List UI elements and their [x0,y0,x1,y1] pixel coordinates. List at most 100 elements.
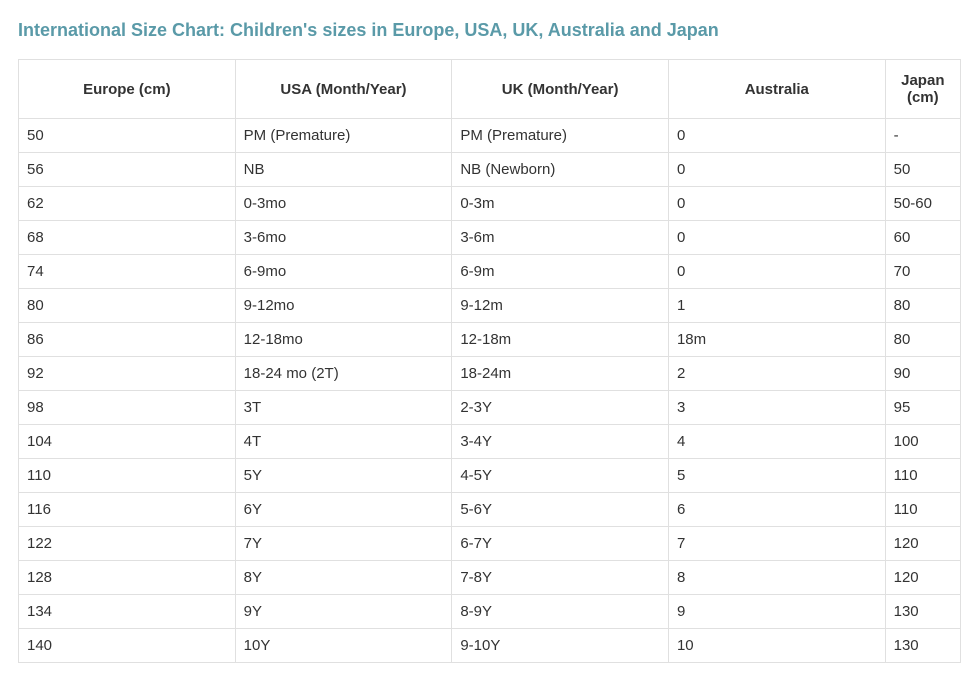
table-cell: 12-18m [452,323,669,357]
table-cell: 18-24m [452,357,669,391]
table-cell: 140 [19,629,236,663]
column-header-japan: Japan (cm) [885,60,960,119]
table-cell: PM (Premature) [235,119,452,153]
table-cell: 0 [668,255,885,289]
table-row: 50PM (Premature)PM (Premature)0- [19,119,961,153]
table-cell: 3 [668,391,885,425]
table-cell: 9-12m [452,289,669,323]
table-body: 50PM (Premature)PM (Premature)0-56NBNB (… [19,119,961,663]
table-cell: 100 [885,425,960,459]
table-cell: 6-7Y [452,527,669,561]
column-header-usa: USA (Month/Year) [235,60,452,119]
table-cell: 6Y [235,493,452,527]
table-row: 1288Y7-8Y8120 [19,561,961,595]
table-row: 1044T3-4Y4100 [19,425,961,459]
table-cell: 8-9Y [452,595,669,629]
table-cell: 10 [668,629,885,663]
table-cell: 50 [885,153,960,187]
table-cell: 7-8Y [452,561,669,595]
table-cell: 56 [19,153,236,187]
table-cell: - [885,119,960,153]
table-row: 56NBNB (Newborn)050 [19,153,961,187]
table-cell: 80 [19,289,236,323]
table-cell: 3T [235,391,452,425]
table-cell: PM (Premature) [452,119,669,153]
table-row: 14010Y9-10Y10130 [19,629,961,663]
table-cell: 62 [19,187,236,221]
table-cell: NB (Newborn) [452,153,669,187]
table-cell: 80 [885,289,960,323]
table-cell: 4-5Y [452,459,669,493]
table-row: 983T2-3Y395 [19,391,961,425]
table-cell: 6-9mo [235,255,452,289]
table-cell: 70 [885,255,960,289]
table-cell: 10Y [235,629,452,663]
column-header-australia: Australia [668,60,885,119]
table-cell: 6-9m [452,255,669,289]
table-cell: 5Y [235,459,452,493]
column-header-europe: Europe (cm) [19,60,236,119]
table-cell: 50-60 [885,187,960,221]
table-row: 809-12mo9-12m180 [19,289,961,323]
table-cell: 116 [19,493,236,527]
page-title: International Size Chart: Children's siz… [18,20,961,41]
table-cell: 9 [668,595,885,629]
table-cell: 18-24 mo (2T) [235,357,452,391]
table-cell: 122 [19,527,236,561]
table-cell: 0-3mo [235,187,452,221]
table-cell: 1 [668,289,885,323]
table-cell: 0 [668,153,885,187]
table-cell: 12-18mo [235,323,452,357]
table-cell: 86 [19,323,236,357]
table-row: 1349Y8-9Y9130 [19,595,961,629]
table-cell: 6 [668,493,885,527]
table-row: 9218-24 mo (2T)18-24m290 [19,357,961,391]
table-cell: 98 [19,391,236,425]
table-cell: 50 [19,119,236,153]
table-cell: 2-3Y [452,391,669,425]
table-cell: 0 [668,221,885,255]
table-row: 8612-18mo12-18m18m80 [19,323,961,357]
table-cell: 0 [668,119,885,153]
table-row: 1105Y4-5Y5110 [19,459,961,493]
table-cell: 18m [668,323,885,357]
table-cell: 110 [885,493,960,527]
table-cell: 90 [885,357,960,391]
table-row: 746-9mo6-9m070 [19,255,961,289]
table-cell: 3-6m [452,221,669,255]
table-cell: 120 [885,527,960,561]
table-cell: 130 [885,595,960,629]
table-cell: 4T [235,425,452,459]
table-cell: 3-4Y [452,425,669,459]
table-cell: 110 [885,459,960,493]
table-cell: 4 [668,425,885,459]
table-cell: 9-12mo [235,289,452,323]
table-cell: 0-3m [452,187,669,221]
table-cell: NB [235,153,452,187]
table-header-row: Europe (cm) USA (Month/Year) UK (Month/Y… [19,60,961,119]
table-row: 620-3mo0-3m050-60 [19,187,961,221]
table-cell: 128 [19,561,236,595]
table-cell: 7 [668,527,885,561]
table-cell: 0 [668,187,885,221]
table-cell: 95 [885,391,960,425]
table-cell: 5-6Y [452,493,669,527]
size-chart-table: Europe (cm) USA (Month/Year) UK (Month/Y… [18,59,961,663]
table-cell: 134 [19,595,236,629]
table-row: 683-6mo3-6m060 [19,221,961,255]
table-cell: 120 [885,561,960,595]
table-cell: 130 [885,629,960,663]
table-cell: 110 [19,459,236,493]
table-cell: 2 [668,357,885,391]
table-cell: 8 [668,561,885,595]
table-cell: 8Y [235,561,452,595]
table-cell: 80 [885,323,960,357]
table-row: 1166Y5-6Y6110 [19,493,961,527]
table-header: Europe (cm) USA (Month/Year) UK (Month/Y… [19,60,961,119]
table-cell: 7Y [235,527,452,561]
column-header-uk: UK (Month/Year) [452,60,669,119]
table-cell: 74 [19,255,236,289]
table-cell: 104 [19,425,236,459]
table-row: 1227Y6-7Y7120 [19,527,961,561]
table-cell: 9-10Y [452,629,669,663]
